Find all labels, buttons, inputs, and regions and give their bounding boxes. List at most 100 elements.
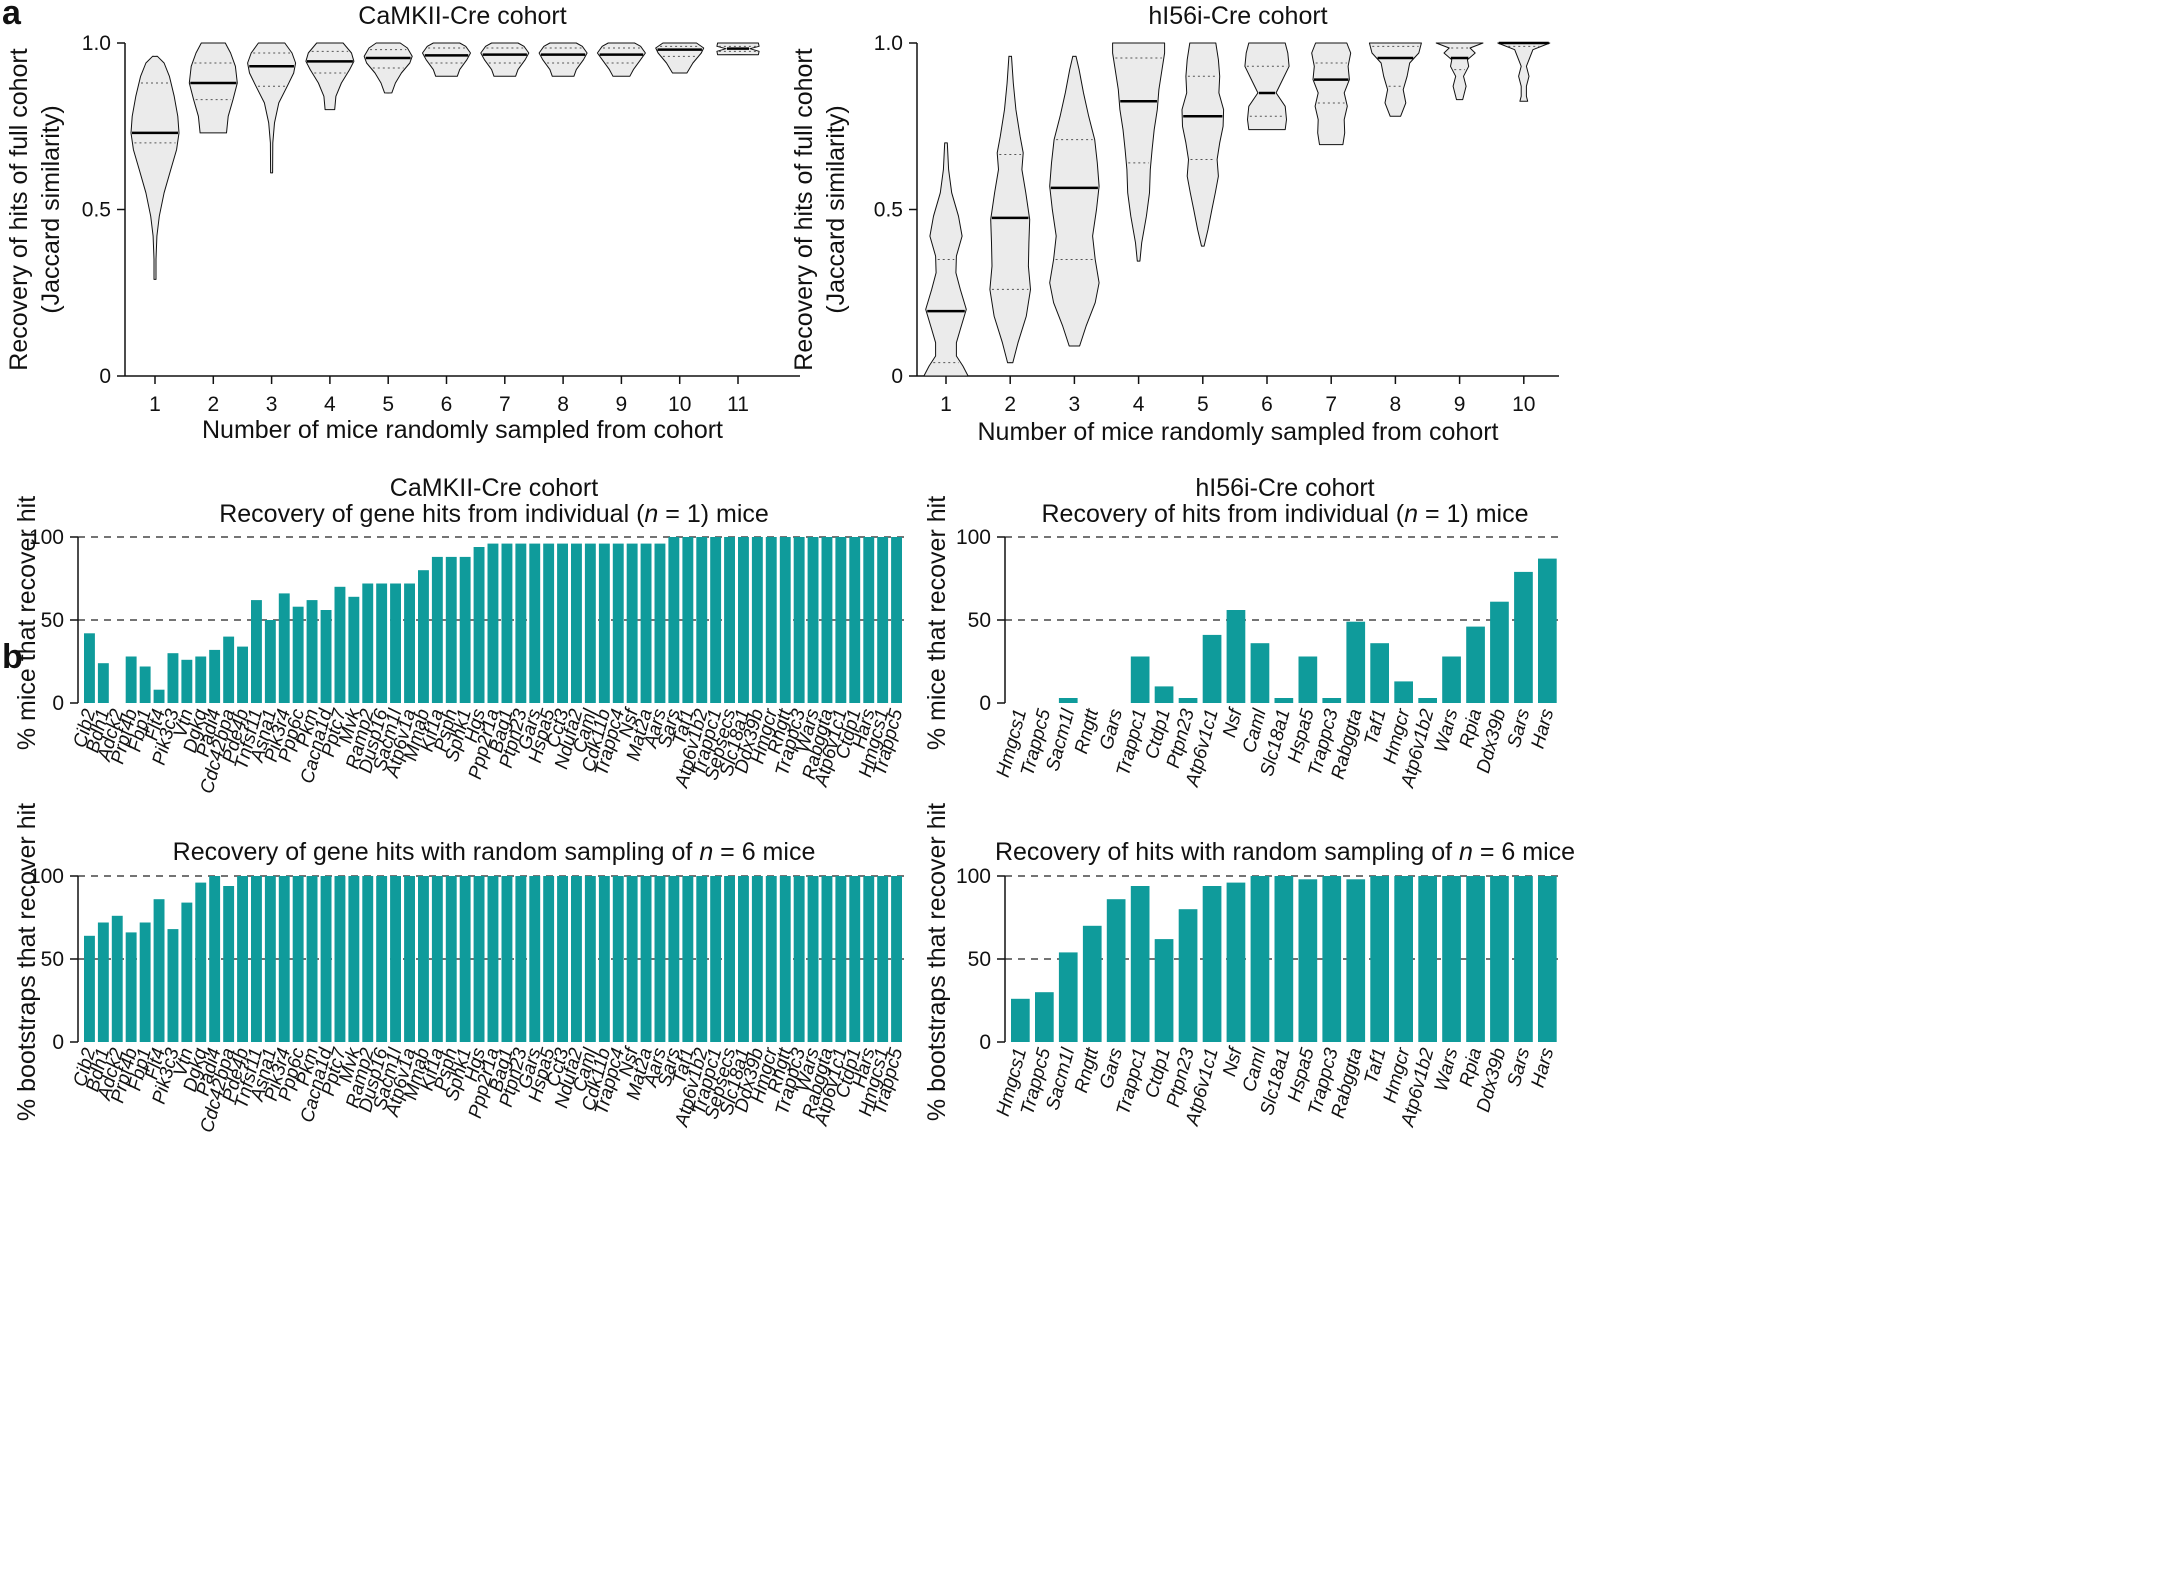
chart-title: CaMKII-Cre cohort <box>358 2 566 30</box>
x-tick-label: 9 <box>616 393 628 416</box>
bar-Mmab <box>418 876 429 1042</box>
bar-Vtn <box>181 902 193 1042</box>
bar-Trappc4 <box>612 876 624 1042</box>
bar-Kif1a <box>431 876 443 1042</box>
bar-Taf1 <box>1370 876 1389 1042</box>
bar-Ddx39b <box>751 876 763 1042</box>
violin-8 <box>1368 42 1422 117</box>
bar-Padi4 <box>209 876 221 1042</box>
x-axis-label: Number of mice randomly sampled from coh… <box>977 418 1498 446</box>
bar-Trappc3 <box>793 537 805 703</box>
y-tick-label: 0.5 <box>874 199 903 222</box>
bar-Cdk11b <box>598 876 610 1042</box>
bar-Caml <box>584 543 596 703</box>
bar-Ppp6c <box>292 876 304 1042</box>
violin-9 <box>596 42 646 77</box>
x-tick-label: 8 <box>557 393 569 416</box>
bar-Aars <box>654 543 666 703</box>
bar-Nsf <box>626 543 638 703</box>
bar-Wars <box>1442 876 1461 1042</box>
violin-8 <box>538 42 588 77</box>
bar-Slc18a1 <box>1274 698 1294 703</box>
bar-Vtn <box>181 659 193 703</box>
bar-Taf1 <box>1370 643 1389 703</box>
violin-10 <box>1497 42 1551 102</box>
bar-Cct3 <box>557 543 568 703</box>
violin-9 <box>1435 42 1484 101</box>
bar-Ndufa2 <box>571 543 582 703</box>
x-tick-label: 6 <box>1261 393 1273 416</box>
y-tick-label: 100 <box>956 865 991 888</box>
bar-Wars <box>1442 656 1461 703</box>
bar-Ppp2r1a <box>487 543 499 703</box>
bar-Bag1 <box>501 876 513 1042</box>
x-axis-label: Number of mice randomly sampled from coh… <box>202 416 723 444</box>
y-tick-label: 50 <box>968 948 991 971</box>
violin-2 <box>188 42 238 134</box>
bar-Mat2a <box>640 876 652 1042</box>
bar-Kif1a <box>431 556 443 703</box>
y-tick-label: 50 <box>41 609 64 632</box>
bar-Atp6v1b2 <box>1418 698 1437 703</box>
bar-Trappc1 <box>710 537 722 703</box>
bar-Pik3r4 <box>278 876 290 1042</box>
bar-Caml <box>1250 876 1270 1042</box>
x-tick-label: 5 <box>382 393 394 416</box>
bar-Cdk11b <box>598 543 610 703</box>
charts-layer: CaMKII-Cre cohort 0 0.5 1.0 Recovery of hits… <box>5 2 1575 1135</box>
bar-Sars <box>668 537 680 703</box>
violin-4 <box>1112 42 1166 262</box>
x-tick-label: 7 <box>1325 393 1337 416</box>
bar-Sacm1l <box>1058 952 1078 1042</box>
bar-Hgs <box>473 547 485 703</box>
bar-Cib2 <box>84 633 95 703</box>
bar-Aars <box>654 876 666 1042</box>
bar-Flt4 <box>153 689 165 703</box>
bar-Dusp16 <box>376 876 388 1042</box>
x-tick-label: 9 <box>1454 393 1466 416</box>
bar-Pkm <box>306 876 318 1042</box>
bar-Ctdp1 <box>849 876 861 1042</box>
bar-Nsf <box>1226 610 1246 703</box>
chart-title-line: Recovery of gene hits with random sampli… <box>173 838 816 866</box>
bar-Caml <box>584 876 596 1042</box>
bar-Hspa5 <box>543 876 555 1042</box>
x-tick-label: 1 <box>149 393 161 416</box>
bar-Mmab <box>418 570 429 703</box>
bar-Pptc7 <box>334 586 346 703</box>
bar-Ramp2 <box>362 876 374 1042</box>
bar-Asna1 <box>264 620 276 703</box>
bar-Mat2a <box>640 543 652 703</box>
x-tick-label: 3 <box>1069 393 1081 416</box>
violin-2 <box>989 55 1031 364</box>
y-tick-label: 1.0 <box>874 32 903 55</box>
bar-Taf1 <box>682 876 694 1042</box>
bar-Ptpn23 <box>515 876 527 1042</box>
violin-3 <box>247 42 297 174</box>
chart-title-line: Recovery of hits with random sampling of… <box>995 838 1575 866</box>
x-tick-label: 2 <box>207 393 219 416</box>
y-axis-label: % bootstraps that recover hit <box>13 803 41 1121</box>
chart-a_camk: CaMKII-Cre cohort 0 0.5 1.0 Recovery of hits… <box>5 2 800 444</box>
bar-Trappc5 <box>1035 992 1054 1042</box>
bar-Sphk1 <box>459 876 471 1042</box>
violin-1 <box>923 142 969 377</box>
bar-Sphk1 <box>459 556 471 703</box>
bar-Bdh1 <box>97 922 109 1042</box>
bar-Slc18a1 <box>1274 876 1294 1042</box>
x-tick-label: 5 <box>1197 393 1209 416</box>
bar-Ppp2r1a <box>487 876 499 1042</box>
bar-Cdc42bpa <box>223 636 235 703</box>
x-tick-label: 7 <box>499 393 511 416</box>
y-axis-label: Recovery of hits of full cohort (Jaccard … <box>5 48 65 370</box>
chart-b_hi56_n6: Recovery of hits with random sampling of… <box>923 803 1575 1130</box>
y-axis-label: % bootstraps that recover hit <box>923 803 951 1121</box>
violin-6 <box>422 42 471 77</box>
bar-Adck2 <box>111 915 123 1042</box>
bar-Prpf4b <box>125 656 137 703</box>
bar-Hmgcs1 <box>877 876 889 1042</box>
y-tick-label: 100 <box>29 526 64 549</box>
bar-Mvk <box>348 596 360 703</box>
x-tick-label: 10 <box>668 393 691 416</box>
chart-title-line: Recovery of gene hits from individual (n… <box>219 500 769 528</box>
